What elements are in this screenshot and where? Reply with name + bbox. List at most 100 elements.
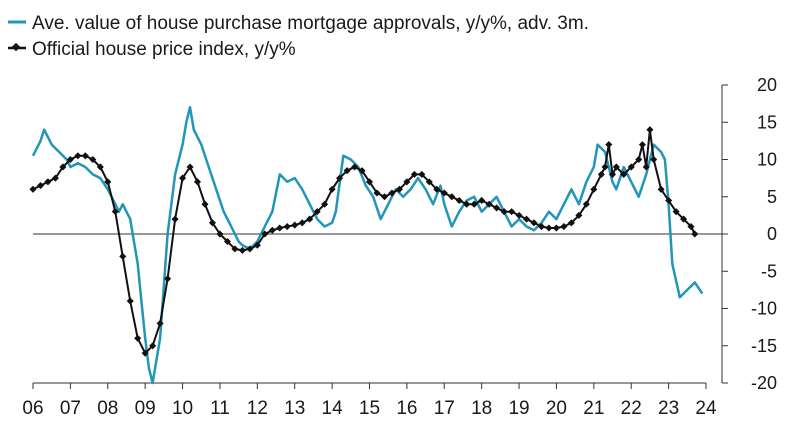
data-point-house-price-index (448, 193, 456, 201)
x-tick-label: 19 (508, 398, 529, 419)
x-tick-label: 11 (210, 398, 230, 419)
y-tick-label: -15 (751, 336, 777, 356)
data-point-house-price-index (223, 237, 231, 246)
x-tick-label: 12 (247, 398, 268, 419)
legend-label-mortgage-approvals: Ave. value of house purchase mortgage ap… (32, 13, 589, 34)
data-point-house-price-index (321, 200, 329, 208)
y-tick-label: 5 (767, 187, 777, 207)
data-point-house-price-index (620, 170, 628, 178)
data-point-house-price-index (164, 275, 172, 283)
data-point-house-price-index (358, 167, 366, 175)
data-point-house-price-index (298, 219, 306, 227)
data-point-house-price-index (425, 178, 433, 186)
data-point-house-price-index (81, 152, 89, 160)
data-point-house-price-index (201, 200, 209, 208)
data-point-house-price-index (646, 126, 654, 134)
data-point-house-price-index (508, 208, 516, 216)
data-point-house-price-index (126, 297, 134, 305)
x-tick-label: 20 (546, 398, 567, 419)
data-point-house-price-index (283, 223, 291, 231)
data-point-house-price-index (96, 163, 104, 171)
data-point-house-price-index (418, 170, 426, 178)
y-tick-label: 20 (757, 75, 777, 95)
data-point-house-price-index (493, 204, 501, 212)
data-point-house-price-index (455, 196, 463, 205)
data-point-house-price-index (276, 224, 284, 232)
data-point-house-price-index (231, 245, 239, 253)
y-tick-label: -20 (751, 373, 777, 393)
y-tick-label: 10 (757, 150, 777, 170)
data-point-house-price-index (657, 185, 665, 193)
data-point-house-price-index (291, 221, 299, 229)
data-point-house-price-index (268, 226, 276, 234)
x-tick-label: 06 (22, 398, 43, 419)
data-point-house-price-index (193, 178, 202, 186)
data-point-house-price-index (522, 215, 531, 223)
y-tick-label: 0 (767, 224, 777, 244)
data-point-house-price-index (388, 189, 396, 197)
x-tick-label: 14 (322, 398, 344, 419)
data-point-house-price-index (149, 342, 157, 350)
x-ticks: 06 07 08 09 10 11 12 13 14 15 16 17 18 19 20 21 22 23 24 (22, 383, 717, 419)
data-point-house-price-index (638, 141, 646, 149)
data-point-house-price-index (530, 219, 538, 227)
data-point-house-price-index (306, 215, 314, 223)
data-point-house-price-index (635, 155, 643, 164)
data-point-house-price-index (478, 196, 486, 204)
data-point-house-price-index (179, 174, 187, 182)
data-point-house-price-index (89, 155, 97, 164)
data-point-house-price-index (380, 193, 389, 201)
data-point-house-price-index (590, 185, 598, 193)
data-point-house-price-index (238, 246, 246, 254)
data-point-house-price-index (680, 215, 688, 223)
legend-label-house-price-index: Official house price index, y/y% (32, 39, 296, 60)
data-point-house-price-index (463, 200, 471, 208)
data-point-house-price-index (141, 349, 149, 357)
data-point-house-price-index (29, 185, 37, 193)
x-axis: 06 07 08 09 10 11 12 13 14 15 16 17 18 19 20 21 22 23 24 (22, 382, 717, 419)
data-point-house-price-index (156, 319, 164, 327)
data-point-house-price-index (545, 224, 553, 232)
x-tick-label: 15 (359, 398, 380, 419)
x-tick-label: 22 (621, 398, 642, 419)
data-point-house-price-index (134, 334, 142, 342)
data-point-house-price-index (44, 178, 52, 186)
x-tick-label: 10 (172, 398, 193, 419)
data-point-house-price-index (560, 223, 568, 231)
data-point-house-price-index (351, 163, 359, 171)
data-point-house-price-index (171, 215, 179, 223)
data-point-house-price-index (691, 230, 699, 238)
legend-marker-house-price-index (11, 42, 21, 52)
data-point-house-price-index (537, 222, 545, 231)
data-point-house-price-index (485, 200, 493, 208)
data-point-house-price-index (111, 208, 119, 216)
legend: Ave. value of house purchase mortgage ap… (8, 13, 589, 60)
x-tick-label: 18 (471, 398, 492, 419)
data-point-house-price-index (343, 167, 351, 175)
y-axis: 20 15 10 5 0 -5 -10 -15 -20 (721, 75, 777, 393)
data-point-house-price-index (650, 155, 658, 164)
data-point-house-price-index (373, 189, 381, 197)
data-point-house-price-index (440, 189, 448, 197)
x-tick-label: 07 (60, 398, 81, 419)
data-point-house-price-index (36, 182, 45, 190)
x-tick-label: 08 (97, 398, 118, 419)
series-line-house-price-index (32, 128, 696, 355)
series-line-mortgage-approvals (31, 106, 704, 385)
data-point-house-price-index (605, 141, 613, 149)
data-point-house-price-index (552, 224, 560, 232)
data-point-house-price-index (597, 170, 605, 178)
x-tick-label: 16 (396, 398, 417, 419)
data-point-house-price-index (403, 178, 411, 186)
data-point-house-price-index (608, 170, 617, 178)
y-tick-label: -10 (751, 299, 777, 319)
y-tick-label: -5 (761, 261, 777, 281)
data-point-house-price-index (612, 163, 620, 171)
y-tick-label: 15 (757, 112, 777, 132)
data-point-house-price-index (410, 170, 418, 178)
data-point-house-price-index (51, 174, 59, 182)
series-markers-house-price-index (29, 126, 699, 357)
x-tick-label: 23 (658, 398, 679, 419)
x-tick-label: 13 (284, 398, 305, 419)
